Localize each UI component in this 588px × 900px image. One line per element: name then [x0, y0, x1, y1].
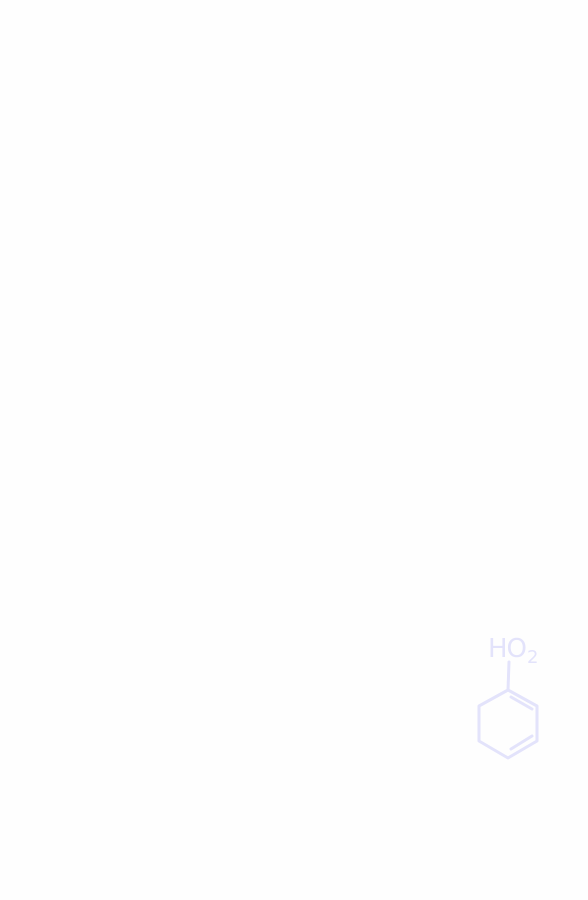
formula-main: HO — [488, 634, 527, 664]
formula-label: HO2 — [488, 634, 539, 667]
chemistry-doodle: HO2 — [470, 628, 550, 768]
benzene-ring-icon — [477, 660, 539, 760]
formula-subscript: 2 — [527, 647, 538, 668]
